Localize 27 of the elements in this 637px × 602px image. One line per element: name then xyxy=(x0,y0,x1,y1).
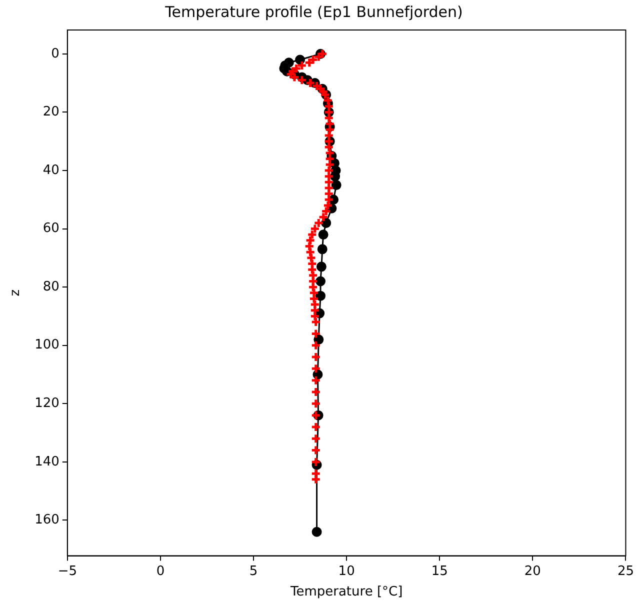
point xyxy=(331,180,342,190)
y-axis-title: z xyxy=(8,289,24,296)
y-tick-label: 140 xyxy=(34,454,60,470)
y-tick-label: 120 xyxy=(34,396,60,412)
point xyxy=(295,54,306,65)
point xyxy=(312,526,322,537)
y-tick-label: 160 xyxy=(34,512,60,528)
x-tick-label: 25 xyxy=(617,564,634,579)
y-tick-label: 40 xyxy=(42,162,60,178)
x-tick-label: 10 xyxy=(338,564,355,579)
y-tick-label: 100 xyxy=(34,338,60,353)
point xyxy=(316,290,326,301)
y-tick-label: 20 xyxy=(42,104,60,120)
x-tick-label: 0 xyxy=(156,564,165,579)
chart-title: Temperature profile (Ep1 Bunnefjorden) xyxy=(164,2,463,21)
y-tick-label: 80 xyxy=(42,279,60,294)
x-tick-label: 20 xyxy=(524,564,541,579)
x-tick-label: 15 xyxy=(431,564,448,579)
x-axis-title: Temperature [°C] xyxy=(289,584,403,600)
y-tick-label: 60 xyxy=(42,221,60,236)
point xyxy=(316,276,326,286)
y-tick-label: 0 xyxy=(51,46,60,62)
point xyxy=(316,262,326,272)
point xyxy=(317,244,328,254)
x-tick-label: −5 xyxy=(58,564,77,579)
point xyxy=(318,230,328,240)
x-tick-label: 5 xyxy=(249,564,258,579)
